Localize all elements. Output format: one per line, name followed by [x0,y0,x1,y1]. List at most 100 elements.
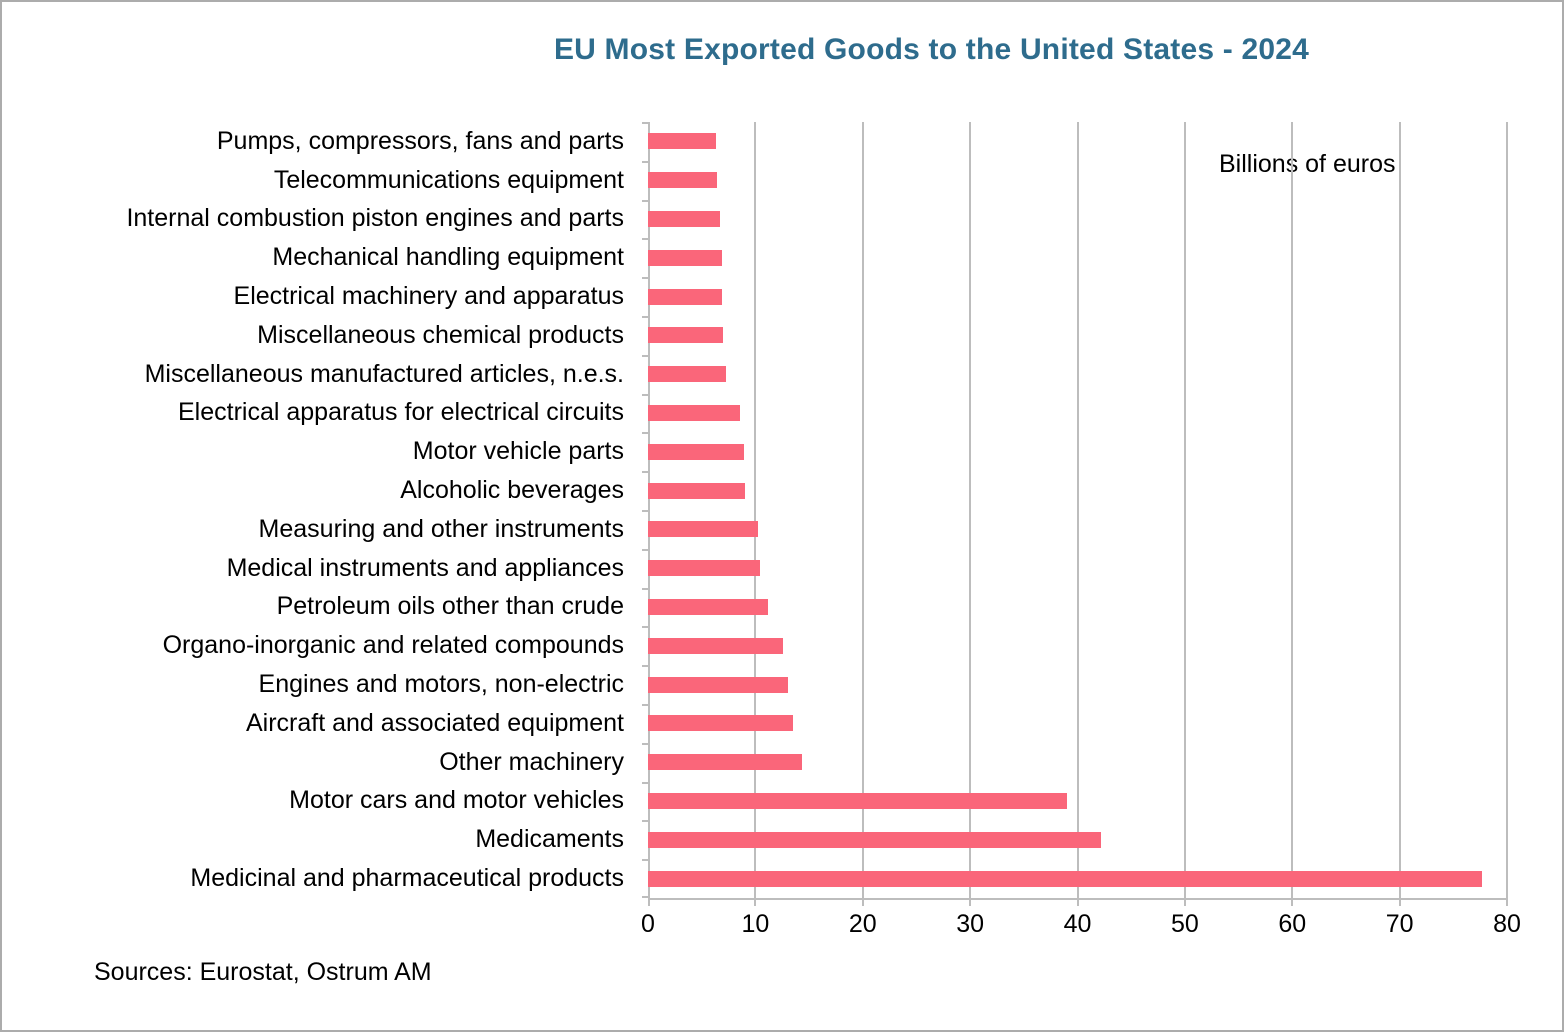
category-labels: Pumps, compressors, fans and parts Teleco… [2,122,624,898]
x-tick-label-30: 30 [956,910,985,938]
category-tick-mark [642,160,648,163]
bar-pumps-compressors-fans-and-parts [648,133,716,150]
category-tick-mark [642,781,648,784]
category-label: Medicinal and pharmaceutical products [190,864,624,893]
gridline-10 [754,122,757,898]
category-axis-line [648,122,650,898]
x-tick-mark-30 [969,898,972,906]
bar-telecommunications-equipment [648,172,717,189]
gridline-60 [1291,122,1294,898]
category-label: Aircraft and associated equipment [246,708,624,737]
category-tick-mark [642,510,648,512]
x-tick-label-60: 60 [1278,910,1307,938]
category-label: Electrical apparatus for electrical circ… [178,398,624,427]
category-tick-mark [642,393,648,396]
category-label: Mechanical handling equipment [272,243,624,272]
category-label: Organo-inorganic and related compounds [162,631,624,660]
x-tick-label-20: 20 [848,910,877,938]
category-label: Alcoholic beverages [400,476,624,505]
category-label: Internal combustion piston engines and p… [126,204,624,233]
bar-row [648,471,1507,510]
x-tick-mark-0 [648,898,650,906]
category-tick-mark [642,199,648,202]
category-label: Electrical machinery and apparatus [233,282,624,311]
bar-row [648,316,1507,355]
gridline-30 [969,122,972,898]
bar-internal-combustion-piston-engines-and-parts [648,210,720,227]
bar-other-machinery [648,754,802,771]
x-tick-mark-40 [1076,898,1079,906]
category-tick-mark [642,704,648,706]
x-tick-mark-70 [1398,898,1401,906]
bar-miscellaneous-chemical-products [648,327,724,344]
category-label: Miscellaneous chemical products [257,320,624,349]
category-tick-mark [642,238,648,241]
bar-organo-inorganic-and-related-compounds [648,637,784,654]
category-label: Motor vehicle parts [412,437,624,466]
x-tick-label-80: 80 [1493,910,1521,938]
bar-row [648,200,1507,239]
x-axis-labels: 0 10 20 30 40 50 60 70 80 [641,910,1521,944]
bar-row [648,743,1507,782]
category-label: Engines and motors, non-electric [258,670,624,699]
bar-row [648,161,1507,200]
x-tick-label-70: 70 [1385,910,1414,938]
category-tick-mark [642,471,648,474]
x-tick-label-50: 50 [1170,910,1199,938]
category-label: Motor cars and motor vehicles [289,786,624,815]
category-tick-mark [642,626,648,629]
x-tick-label-10: 10 [741,910,770,938]
x-tick-mark-10 [754,898,757,906]
bar-row [648,432,1507,471]
bar-medicinal-and-pharmaceutical-products [648,870,1483,887]
bar-row [648,122,1507,161]
bar-engines-and-motors-non-electric [648,676,788,693]
category-label: Petroleum oils other than crude [276,592,624,621]
x-tick-label-40: 40 [1063,910,1092,938]
category-label: Other machinery [439,747,624,776]
category-tick-mark [642,665,648,668]
x-tick-label-0: 0 [641,910,655,938]
x-tick-mark-20 [861,898,864,906]
bar-mechanical-handling-equipment [648,249,723,266]
x-tick-mark-50 [1183,898,1186,906]
x-tick-mark-60 [1291,898,1294,906]
unit-annotation: Billions of euros [1219,150,1396,178]
category-label: Medical instruments and appliances [226,553,624,582]
chart-title: EU Most Exported Goods to the United Sta… [553,33,1310,66]
category-tick-mark [642,432,648,435]
category-tick-mark [642,122,648,124]
bar-row [648,355,1507,394]
plot-area [642,122,1508,906]
bar-row [648,626,1507,665]
bar-row [648,782,1507,821]
category-tick-mark [642,742,648,745]
category-label: Telecommunications equipment [273,165,624,194]
bar-measuring-and-other-instruments [648,521,758,538]
category-label: Measuring and other instruments [258,514,624,543]
gridline-40 [1076,122,1079,898]
gridline-70 [1398,122,1401,898]
gridline-50 [1183,122,1186,898]
bar-row [648,665,1507,704]
category-label: Medicaments [475,825,624,854]
bar-miscellaneous-manufactured-articles-n-e-s [648,366,727,383]
bar-motor-vehicle-parts [648,443,744,460]
bar-electrical-machinery-and-apparatus [648,288,723,305]
category-tick-mark [642,587,648,590]
bar-petroleum-oils-other-than-crude [648,598,769,615]
bar-medical-instruments-and-appliances [648,560,760,577]
gridline-20 [861,122,864,898]
category-tick-mark [642,859,648,862]
bar-row [648,510,1507,549]
source-note: Sources: Eurostat, Ostrum AM [94,958,432,986]
bar-alcoholic-beverages [648,482,745,499]
category-label: Miscellaneous manufactured articles, n.e… [144,359,624,388]
bar-row [648,549,1507,588]
category-tick-mark [642,354,648,357]
bar-row [648,859,1507,898]
category-label: Pumps, compressors, fans and parts [216,126,624,155]
bar-row [648,820,1507,859]
bar-row [648,704,1507,743]
